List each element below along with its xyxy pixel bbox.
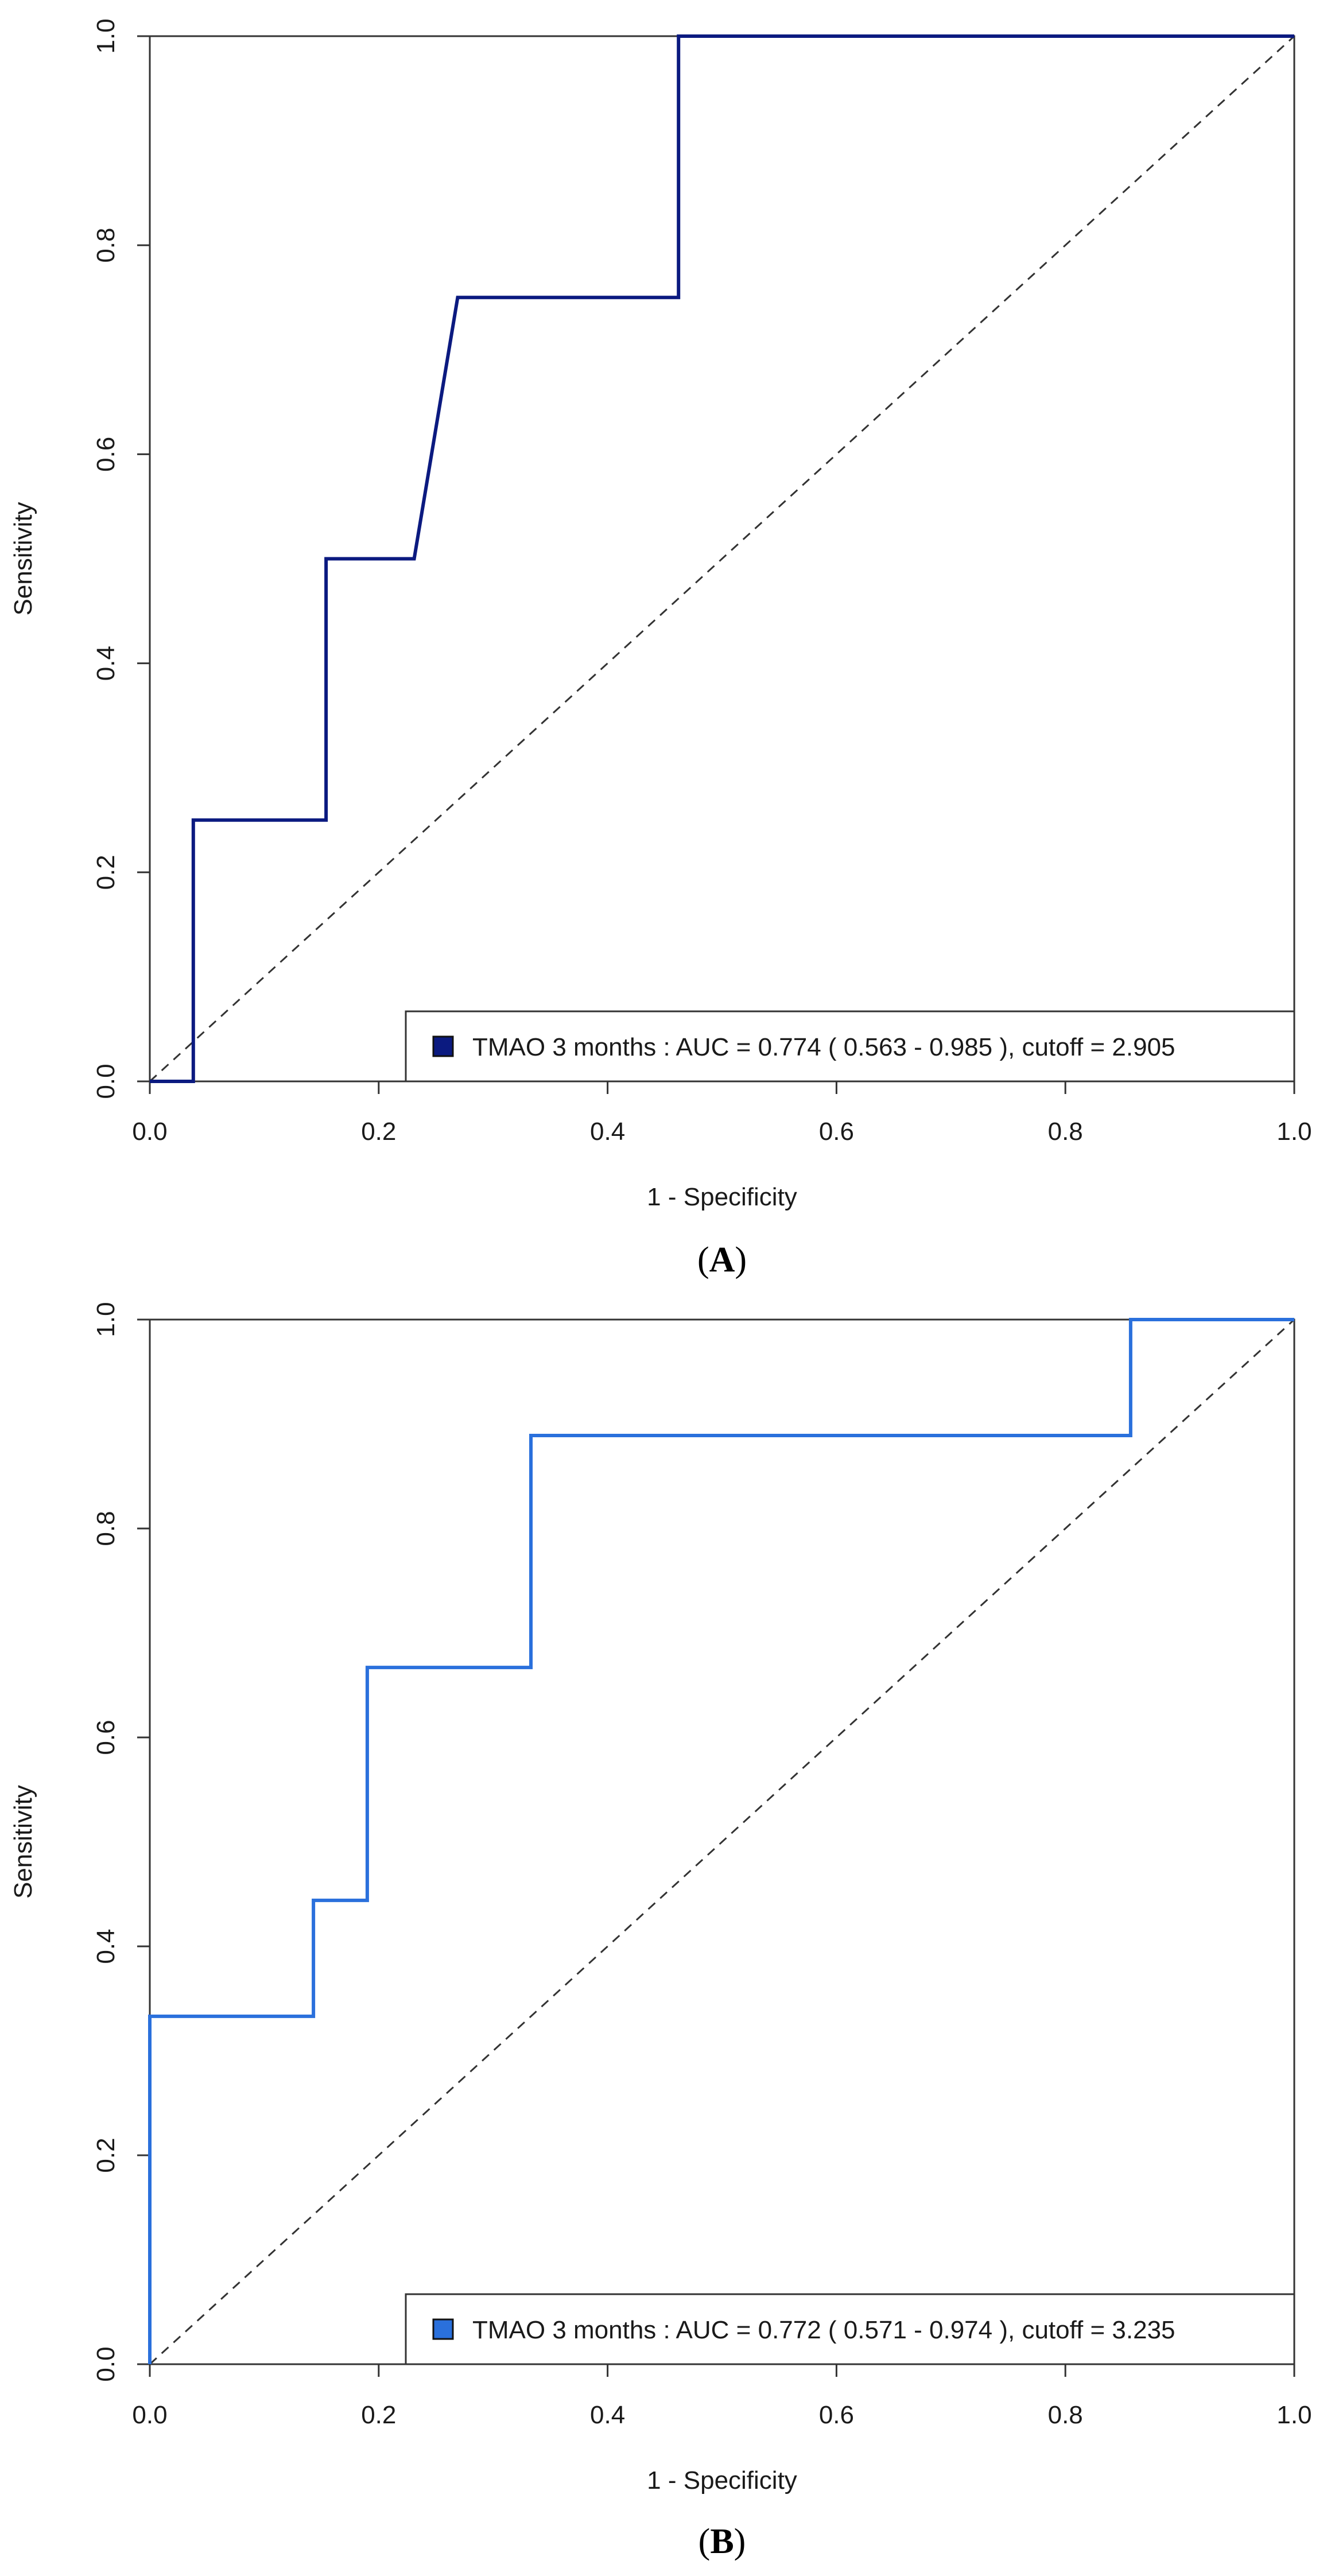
roc-curve-line [148, 1318, 1294, 2364]
y-tick-label: 0.6 [92, 437, 120, 472]
panel-label-close-paren: ) [735, 1240, 747, 1279]
panel-label-letter: A [709, 1240, 735, 1279]
legend: TMAO 3 months : AUC = 0.774 ( 0.563 - 0.… [405, 1010, 1295, 1083]
roc-curve-line [150, 34, 1294, 1083]
panel-label-open-paren: ( [697, 1240, 709, 1279]
legend-box [405, 1010, 1295, 1083]
y-tick-label: 0.2 [92, 855, 120, 890]
x-axis-title: 1 - Specificity [647, 2466, 797, 2494]
x-tick-label: 0.2 [361, 2401, 396, 2429]
legend-box [405, 2293, 1295, 2365]
x-tick-label: 0.8 [1048, 1118, 1083, 1146]
y-tick-label: 0.0 [92, 2346, 120, 2381]
y-tick-label: 0.4 [92, 1929, 120, 1964]
x-tick-label: 0.4 [590, 2401, 625, 2429]
y-axis-title: Sensitivity [9, 1785, 37, 1899]
y-axis-title: Sensitivity [9, 502, 37, 615]
chart-panel-b: 0.0 0.2 0.4 0.6 0.8 1.0 0.0 0.2 0.4 0.6 0.8 1.0 1 - … [9, 1302, 1312, 2561]
chart-panel-a: 0.0 0.2 0.4 0.6 0.8 1.0 0.0 0.2 0.4 0.6 0.8 1.0 1 - … [9, 18, 1312, 1279]
panel-label-open-paren: ( [699, 2522, 711, 2561]
y-tick-label: 0.6 [92, 1720, 120, 1755]
x-tick-label: 0.8 [1048, 2401, 1083, 2429]
x-axis-title: 1 - Specificity [647, 1183, 797, 1211]
x-tick-label: 0.4 [590, 1118, 625, 1146]
x-tick-label: 0.0 [132, 2401, 167, 2429]
legend-swatch [432, 2318, 454, 2340]
legend: TMAO 3 months : AUC = 0.772 ( 0.571 - 0.… [405, 2293, 1295, 2365]
y-tick-label: 1.0 [92, 18, 120, 53]
y-tick-label: 0.4 [92, 646, 120, 681]
x-tick-label: 1.0 [1276, 2401, 1311, 2429]
legend-label: TMAO 3 months : AUC = 0.772 ( 0.571 - 0.… [472, 2316, 1175, 2344]
panel-label-close-paren: ) [734, 2522, 746, 2561]
x-tick-label: 1.0 [1276, 1118, 1311, 1146]
x-tick-label: 0.6 [819, 2401, 854, 2429]
y-tick-label: 0.0 [92, 1064, 120, 1099]
reference-diagonal-line [149, 1318, 1295, 2365]
panel-label-letter: B [710, 2522, 734, 2561]
legend-label: TMAO 3 months : AUC = 0.774 ( 0.563 - 0.… [472, 1033, 1175, 1061]
y-tick-label: 0.8 [92, 228, 120, 263]
y-tick-label: 0.2 [92, 2137, 120, 2172]
panel-label: (B) [699, 2522, 746, 2561]
y-tick-label: 1.0 [92, 1302, 120, 1337]
reference-diagonal-line [149, 35, 1295, 1083]
panel-label: (A) [697, 1240, 747, 1279]
y-tick-label: 0.8 [92, 1511, 120, 1546]
x-tick-label: 0.6 [819, 1118, 854, 1146]
x-tick-label: 0.2 [361, 1118, 396, 1146]
x-tick-label: 0.0 [132, 1118, 167, 1146]
legend-swatch [432, 1035, 454, 1057]
